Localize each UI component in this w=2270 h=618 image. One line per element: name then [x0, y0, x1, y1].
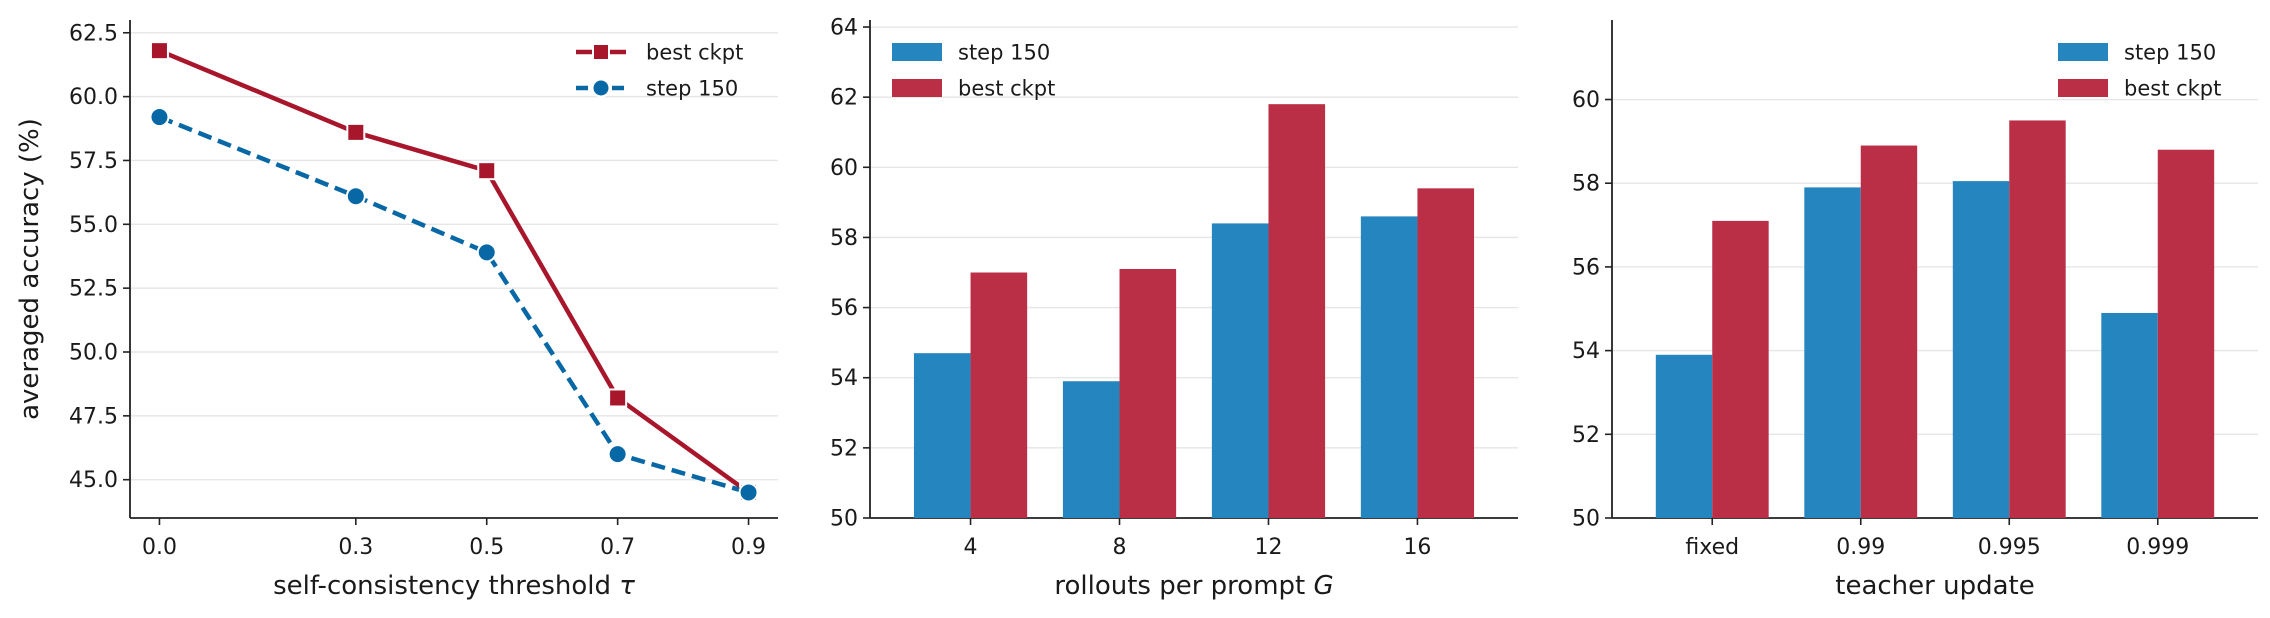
- legend-label: step 150: [958, 41, 1050, 65]
- y-tick-label: 60.0: [69, 85, 118, 110]
- x-tick-label: fixed: [1685, 535, 1739, 560]
- chart-panel-bars-2: 50 52 54 56 58 60 fixed 0.99 0.995 0.999 teacher u…: [1572, 20, 2258, 601]
- y-tick-label: 55.0: [69, 213, 118, 238]
- y-tick-label: 64: [830, 16, 858, 41]
- bar-step-150: [1211, 223, 1269, 518]
- y-tick-label: 45.0: [69, 468, 118, 493]
- legend-marker: [592, 43, 610, 61]
- y-tick-label: 60: [830, 156, 858, 181]
- y-axis-label: averaged accuracy (%): [15, 118, 45, 420]
- x-axis-label-1: rollouts per prompt G: [1054, 571, 1333, 601]
- legend-swatch: [892, 43, 942, 61]
- chart-panel-threshold: 45.0 47.5 50.0 52.5 55.0 57.5 60.0 62.5 0.0 0.3 0.…: [15, 20, 778, 601]
- legend-swatch: [2058, 79, 2108, 97]
- legend-swatch: [892, 79, 942, 97]
- x-tick-label: 8: [1113, 535, 1127, 560]
- x-axis-label-0: self-consistency threshold τ: [273, 571, 635, 601]
- series-line-1: [158, 114, 750, 495]
- x-tick-label: 0.99: [1836, 535, 1885, 560]
- bar-step-150: [1360, 216, 1418, 519]
- data-point: [607, 444, 628, 465]
- y-tick-label: 62.5: [69, 21, 118, 46]
- bar-step-150: [1655, 354, 1713, 518]
- data-point: [738, 482, 759, 503]
- y-tick-label: 52: [830, 436, 858, 461]
- x-tick-label: 12: [1254, 535, 1282, 560]
- data-point: [477, 161, 497, 181]
- y-tick-label: 62: [830, 86, 858, 111]
- legend-marker: [591, 78, 611, 98]
- legend-label: step 150: [2124, 41, 2216, 65]
- legend-label: best ckpt: [646, 41, 743, 65]
- y-tick-label: 54: [1572, 339, 1600, 364]
- legend-swatch: [2058, 43, 2108, 61]
- bar-best-ckpt: [1417, 188, 1475, 519]
- x-tick-label: 0.999: [2126, 535, 2189, 560]
- data-point: [608, 388, 628, 408]
- y-tick-label: 56: [1572, 255, 1600, 280]
- y-tick-label: 50.0: [69, 341, 118, 366]
- legend-label: best ckpt: [958, 77, 1055, 101]
- y-tick-label: 58: [1572, 172, 1600, 197]
- bar-best-ckpt: [970, 272, 1028, 518]
- x-tick-label: 0.7: [600, 535, 635, 560]
- legend-label: step 150: [646, 77, 738, 101]
- data-point: [345, 186, 366, 207]
- x-tick-label: 0.995: [1978, 535, 2041, 560]
- y-tick-label: 52.5: [69, 277, 118, 302]
- data-point: [149, 107, 170, 128]
- data-point: [346, 122, 366, 142]
- y-tick-label: 56: [830, 296, 858, 321]
- y-tick-label: 50: [1572, 507, 1600, 532]
- x-tick-label: 0.0: [142, 535, 177, 560]
- y-tick-label: 60: [1572, 88, 1600, 113]
- bar-best-ckpt: [1712, 220, 1769, 518]
- bar-best-ckpt: [1860, 145, 1918, 519]
- bar-step-150: [1062, 381, 1120, 518]
- x-tick-label: 0.5: [469, 535, 504, 560]
- data-point: [476, 242, 497, 263]
- x-tick-label: 0.9: [731, 535, 766, 560]
- y-tick-label: 47.5: [69, 404, 118, 429]
- chart-panel-bars-1: 50 52 54 56 58 60 62 64 4 8 12 16 rollouts per promp…: [830, 16, 1518, 601]
- bar-step-150: [913, 353, 971, 518]
- y-tick-label: 54: [830, 366, 858, 391]
- y-tick-label: 52: [1572, 423, 1600, 448]
- bar-best-ckpt: [2157, 149, 2215, 519]
- bar-step-150: [1952, 181, 2010, 518]
- bar-step-150: [1804, 187, 1861, 518]
- y-tick-label: 50: [830, 507, 858, 532]
- y-tick-label: 58: [830, 226, 858, 251]
- legend-label: best ckpt: [2124, 77, 2221, 101]
- x-axis-label-2: teacher update: [1835, 571, 2034, 601]
- bar-best-ckpt: [2009, 120, 2066, 518]
- data-point: [149, 41, 169, 61]
- series-line-0: [158, 48, 750, 495]
- bar-best-ckpt: [1119, 269, 1177, 518]
- bar-best-ckpt: [1268, 104, 1326, 519]
- x-tick-label: 4: [964, 535, 978, 560]
- bar-step-150: [2101, 312, 2158, 518]
- x-tick-label: 16: [1403, 535, 1431, 560]
- y-tick-label: 57.5: [69, 149, 118, 174]
- x-tick-label: 0.3: [338, 535, 373, 560]
